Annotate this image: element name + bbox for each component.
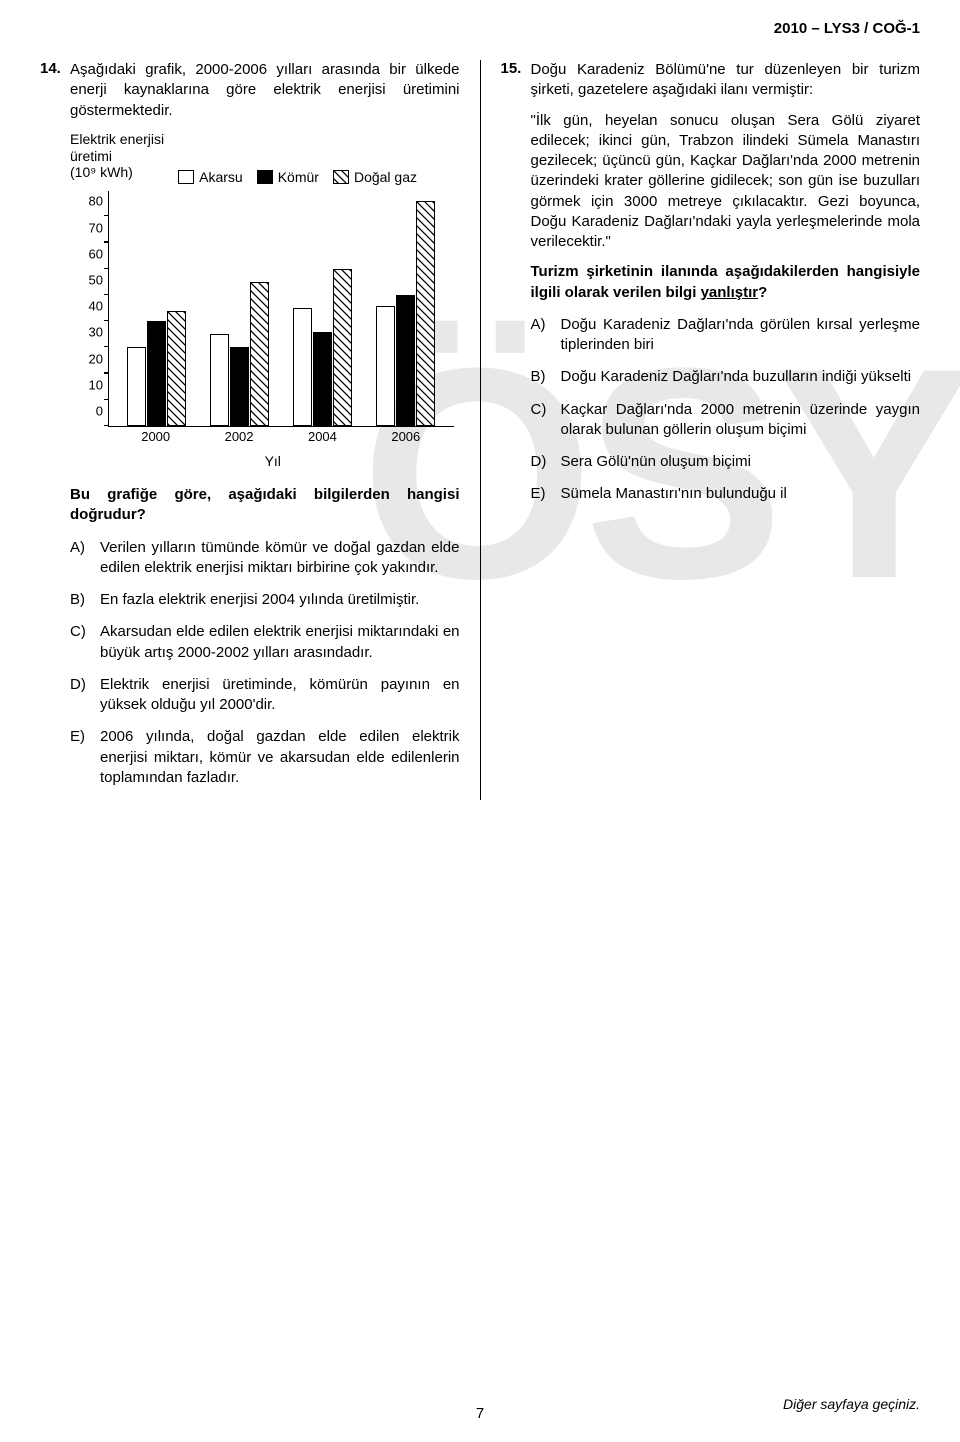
bar: [250, 282, 269, 426]
ytick-label: 20: [81, 351, 103, 366]
xtick-label: 2000: [141, 429, 170, 451]
q14-option-c[interactable]: C)Akarsudan elde edilen elektrik enerjis…: [70, 622, 460, 663]
ytick-label: 60: [81, 246, 103, 261]
q15-option-a[interactable]: A)Doğu Karadeniz Dağları'nda görülen kır…: [531, 315, 921, 356]
bar: [147, 321, 166, 426]
q14-number: 14.: [40, 60, 62, 121]
content-columns: 14. Aşağıdaki grafik, 2000-2006 yılları …: [40, 60, 920, 800]
ytick-label: 80: [81, 194, 103, 209]
column-divider: [480, 60, 481, 800]
bar-group-2002: [210, 282, 269, 426]
page: 2010 – LYS3 / COĞ-1 14. Aşağıdaki grafik…: [0, 0, 960, 1442]
legend-dogalgaz: Doğal gaz: [333, 169, 417, 185]
chart-legend: Akarsu Kömür Doğal gaz: [178, 169, 417, 185]
q15-quote: "İlk gün, heyelan sonucu oluşan Sera Göl…: [531, 111, 921, 253]
exam-code: 2010 – LYS3 / COĞ-1: [774, 20, 920, 37]
bar-group-2000: [127, 311, 186, 426]
ytick-label: 70: [81, 220, 103, 235]
swatch-dogalgaz: [333, 170, 349, 184]
q14-option-b[interactable]: B)En fazla elektrik enerjisi 2004 yılınd…: [70, 590, 460, 610]
bar-group-2004: [293, 269, 352, 426]
ytick-label: 0: [81, 404, 103, 419]
q14-chart: Elektrik enerjisi üretimi (10⁹ kWh) Akar…: [40, 131, 460, 469]
ytick-label: 10: [81, 377, 103, 392]
q15-number: 15.: [501, 60, 523, 101]
q14-options: A)Verilen yılların tümünde kömür ve doğa…: [40, 538, 460, 789]
chart-x-title: Yıl: [86, 453, 460, 469]
ytick-label: 40: [81, 299, 103, 314]
bar: [210, 334, 229, 426]
legend-dogalgaz-label: Doğal gaz: [354, 169, 417, 185]
swatch-akarsu: [178, 170, 194, 184]
chart-y-label: Elektrik enerjisi üretimi (10⁹ kWh): [70, 131, 164, 181]
bar: [293, 308, 312, 426]
page-number: 7: [0, 1405, 960, 1422]
q15-option-b[interactable]: B)Doğu Karadeniz Dağları'nda buzulların …: [531, 367, 921, 387]
ytick-label: 30: [81, 325, 103, 340]
q15-option-d[interactable]: D)Sera Gölü'nün oluşum biçimi: [531, 452, 921, 472]
bar: [376, 306, 395, 427]
q14-prompt: Aşağıdaki grafik, 2000-2006 yılları aras…: [70, 60, 460, 121]
xtick-label: 2006: [391, 429, 420, 451]
legend-akarsu: Akarsu: [178, 169, 243, 185]
q14-option-a[interactable]: A)Verilen yılların tümünde kömür ve doğa…: [70, 538, 460, 579]
q15-prompt: Doğu Karadeniz Bölümü'ne tur düzenleyen …: [531, 60, 921, 101]
bar: [333, 269, 352, 426]
q15: 15. Doğu Karadeniz Bölümü'ne tur düzenle…: [501, 60, 921, 101]
ytick-label: 50: [81, 273, 103, 288]
swatch-komur: [257, 170, 273, 184]
q15-options: A)Doğu Karadeniz Dağları'nda görülen kır…: [501, 315, 921, 505]
legend-komur-label: Kömür: [278, 169, 319, 185]
q14-option-d[interactable]: D)Elektrik enerjisi üretiminde, kömürün …: [70, 675, 460, 716]
bar: [416, 201, 435, 427]
q14: 14. Aşağıdaki grafik, 2000-2006 yılları …: [40, 60, 460, 121]
chart-x-labels: 2000 2002 2004 2006: [108, 429, 454, 451]
bar: [313, 332, 332, 426]
left-column: 14. Aşağıdaki grafik, 2000-2006 yılları …: [40, 60, 460, 800]
chart-bars: [109, 191, 454, 426]
q14-option-e[interactable]: E)2006 yılında, doğal gazdan elde edilen…: [70, 727, 460, 788]
bar: [396, 295, 415, 426]
xtick-label: 2002: [225, 429, 254, 451]
bar: [230, 347, 249, 426]
xtick-label: 2004: [308, 429, 337, 451]
bar: [127, 347, 146, 426]
legend-komur: Kömür: [257, 169, 319, 185]
chart-plot-area: 01020304050607080 2000200220042006: [92, 191, 460, 451]
q15-option-e[interactable]: E)Sümela Manastırı'nın bulunduğu il: [531, 484, 921, 504]
bar: [167, 311, 186, 426]
q14-subquestion: Bu grafiğe göre, aşağıdaki bilgilerden h…: [40, 485, 460, 526]
q15-option-c[interactable]: C)Kaçkar Dağları'nda 2000 metrenin üzeri…: [531, 400, 921, 441]
bar-group-2006: [376, 201, 435, 427]
legend-akarsu-label: Akarsu: [199, 169, 243, 185]
q15-subquestion: Turizm şirketinin ilanında aşağıdakilerd…: [501, 262, 921, 303]
right-column: ÖSYM 15. Doğu Karadeniz Bölümü'ne tur dü…: [501, 60, 921, 800]
